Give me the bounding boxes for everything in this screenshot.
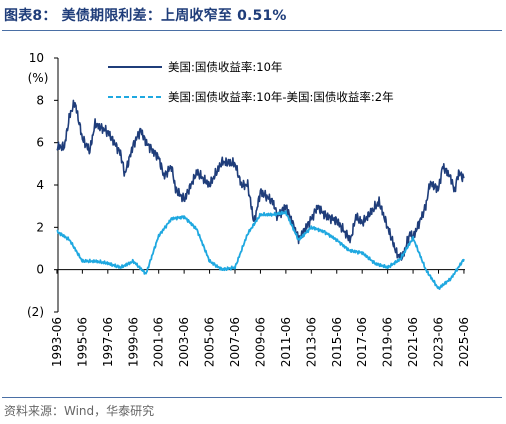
line-chart: (2) 0 2 4 6 8 10 (%) 1993-06 1995-06 1997-06 1999-…: [27, 51, 471, 367]
series-layer: [56, 99, 465, 291]
x-tick-label: 2009-06: [253, 317, 267, 367]
y-tick-label: 2: [36, 220, 44, 234]
legend-label: 美国:国债收益率:10年-美国:国债收益率:2年: [168, 90, 394, 104]
y-axis: (2) 0 2 4 6 8 10 (%): [27, 51, 59, 319]
x-tick-label: 2025-06: [457, 317, 471, 367]
series-line: [56, 210, 465, 291]
y-tick-label: 8: [36, 93, 44, 107]
y-tick-label: 0: [36, 263, 44, 277]
x-tick-label: 2007-06: [228, 317, 242, 367]
x-tick-label: 2011-06: [279, 317, 293, 367]
x-tick-label: 2001-06: [152, 317, 166, 367]
x-tick-label: 2003-06: [177, 317, 191, 367]
y-tick-label: 6: [36, 136, 44, 150]
title-divider: [2, 30, 502, 31]
y-tick-label: (2): [27, 305, 44, 319]
source-divider: [2, 397, 502, 398]
x-tick-label: 2005-06: [203, 317, 217, 367]
x-tick-label: 2023-06: [432, 317, 446, 367]
y-tick-label: 4: [36, 178, 44, 192]
x-tick-label: 2015-06: [330, 317, 344, 367]
x-tick-label: 2021-06: [406, 317, 420, 367]
x-tick-label: 2019-06: [381, 317, 395, 367]
series-line: [56, 99, 465, 261]
x-tick-label: 2013-06: [304, 317, 318, 367]
x-tick-label: 1997-06: [101, 317, 115, 367]
x-tick-label: 1999-06: [126, 317, 140, 367]
x-tick-label: 2017-06: [355, 317, 369, 367]
x-axis: 1993-06 1995-06 1997-06 1999-06 2001-06 2003-…: [50, 269, 471, 367]
y-tick-label: 10: [29, 51, 44, 65]
figure-title: 图表8： 美债期限利差：上周收窄至 0.51%: [4, 8, 287, 24]
legend-label: 美国:国债收益率:10年: [168, 60, 282, 74]
source-note: 资料来源：Wind，华泰研究: [4, 404, 155, 418]
x-tick-label: 1993-06: [50, 317, 64, 367]
y-unit-label: (%): [28, 71, 49, 85]
x-tick-label: 1995-06: [75, 317, 89, 367]
